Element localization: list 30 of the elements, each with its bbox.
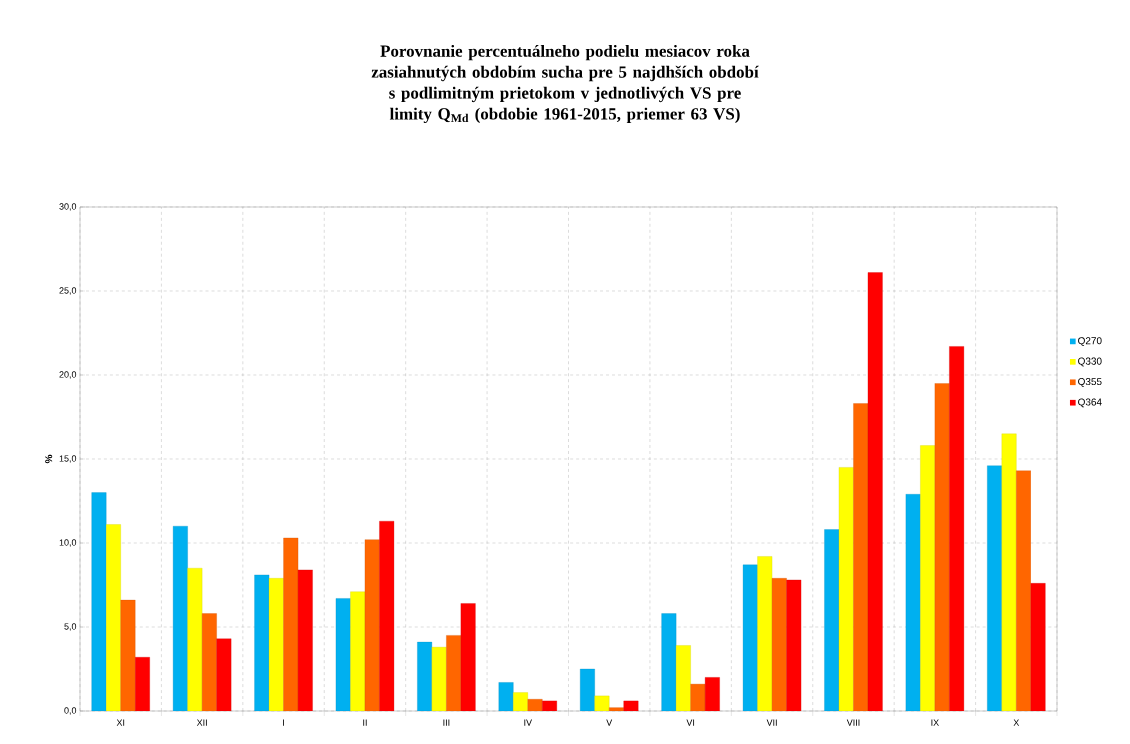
bar [1030, 583, 1046, 711]
x-tick-label: I [283, 719, 284, 726]
x-tick-label: IX [931, 719, 939, 726]
x-tick-label: XII [196, 719, 207, 726]
x-tick-label: VII [766, 719, 777, 726]
x-tick-label: VI [686, 719, 695, 726]
bar [91, 492, 107, 711]
bar [498, 682, 514, 711]
x-tick-label: IV [524, 719, 532, 726]
legend-label: Q364 [1078, 398, 1102, 408]
y-axis-title: % [45, 454, 53, 464]
legend-label: Q330 [1078, 357, 1102, 367]
y-tick-label: 5,0 [64, 623, 77, 631]
x-tick-label: VIII [846, 719, 860, 726]
legend-label: Q270 [1078, 337, 1102, 347]
legend-label: Q355 [1078, 378, 1102, 387]
x-tick-label: V [606, 719, 613, 726]
y-tick-label: 15,0 [59, 455, 77, 463]
y-tick-label: 20,0 [59, 371, 77, 379]
chart-title: Porovnanie percentuálneho podielu mesiacov roka zasiahnutých obdobím sucha pre 5 najdhších období s podlimitným prietokom v jednotlivých VS pre limity Q$_{Md}$ (obdobie 1961-2015, priemer 63 VS) [371, 44, 759, 124]
y-tick-label: 10,0 [59, 539, 77, 547]
bar [120, 599, 136, 711]
x-tick-label: XI [116, 719, 125, 726]
y-tick-label: 25,0 [59, 287, 77, 295]
x-tick-label: X [1013, 719, 1020, 726]
x-tick-label: III [443, 719, 450, 726]
x-tick-label: II [363, 719, 367, 726]
y-tick-label: 0,0 [64, 707, 77, 715]
bar [1001, 433, 1017, 711]
y-tick-label: 30,0 [59, 203, 77, 211]
